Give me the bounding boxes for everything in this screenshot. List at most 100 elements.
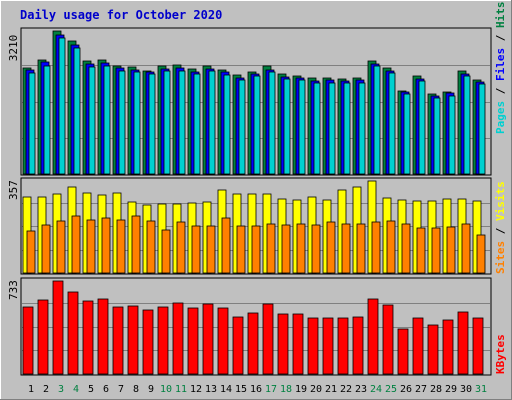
legend-bottom: KBytes — [494, 334, 507, 374]
bar-pages-day-1 — [28, 72, 36, 175]
bar-pages-day-16 — [253, 75, 261, 175]
bar-sites-day-8 — [131, 215, 141, 274]
bar-sites-day-19 — [296, 223, 306, 274]
bar-sites-day-1 — [26, 230, 36, 274]
legend-sites: Sites — [494, 241, 507, 274]
bar-kbytes-day-18 — [277, 313, 289, 375]
bar-pages-day-28 — [433, 97, 441, 175]
bar-pages-day-21 — [328, 82, 336, 175]
bar-kbytes-day-27 — [412, 317, 424, 375]
bar-kbytes-day-17 — [262, 303, 274, 375]
bar-pages-day-11 — [178, 70, 186, 175]
x-tick-label: 23 — [355, 384, 367, 395]
ymax-label-bottom: 733 — [7, 280, 20, 300]
x-tick-label: 4 — [73, 384, 79, 395]
ymax-label-middle: 357 — [7, 180, 20, 200]
x-tick-label: 25 — [385, 384, 397, 395]
bar-pages-day-25 — [388, 72, 396, 175]
bar-kbytes-day-20 — [307, 317, 319, 375]
x-tick-label: 11 — [175, 384, 187, 395]
x-tick-label: 15 — [235, 384, 247, 395]
x-tick-label: 30 — [460, 384, 472, 395]
bar-kbytes-day-11 — [172, 302, 184, 375]
bar-kbytes-day-14 — [217, 307, 229, 375]
legend-top: Pages / Files / Hits — [494, 2, 507, 135]
bar-pages-day-12 — [193, 73, 201, 175]
bar-kbytes-day-28 — [427, 324, 439, 375]
bar-pages-day-6 — [103, 65, 111, 175]
legend-files: Files — [494, 48, 507, 81]
bar-kbytes-day-6 — [97, 298, 109, 375]
bar-pages-day-24 — [373, 65, 381, 175]
bar-kbytes-day-8 — [127, 305, 139, 375]
bar-sites-day-2 — [41, 224, 51, 274]
chart-title: Daily usage for October 2020 — [20, 8, 222, 22]
bar-kbytes-day-31 — [472, 317, 484, 375]
svg-text:Sites / Visits: Sites / Visits — [494, 181, 507, 274]
x-tick-label: 22 — [340, 384, 352, 395]
bar-pages-day-14 — [223, 74, 231, 175]
bar-pages-day-22 — [343, 82, 351, 175]
bar-pages-day-27 — [418, 80, 426, 175]
x-tick-label: 10 — [160, 384, 172, 395]
bar-kbytes-day-29 — [442, 319, 454, 375]
x-tick-label: 16 — [250, 384, 262, 395]
bar-kbytes-day-24 — [367, 298, 379, 375]
legend-kbytes: KBytes — [494, 334, 507, 374]
bar-pages-day-10 — [163, 70, 171, 175]
bar-kbytes-day-7 — [112, 306, 124, 375]
bar-sites-day-20 — [311, 224, 321, 274]
x-tick-label: 7 — [118, 384, 124, 395]
bar-kbytes-day-22 — [337, 317, 349, 375]
bar-pages-day-31 — [478, 83, 486, 175]
bar-kbytes-day-9 — [142, 309, 154, 375]
x-tick-label: 18 — [280, 384, 292, 395]
bar-kbytes-day-15 — [232, 316, 244, 375]
bar-kbytes-day-2 — [37, 299, 49, 375]
legend-visits: Visits — [494, 181, 507, 221]
bar-kbytes-day-12 — [187, 307, 199, 375]
bar-sites-day-29 — [446, 226, 456, 274]
x-tick-label: 3 — [58, 384, 64, 395]
legend-middle: Sites / Visits — [494, 181, 507, 274]
bar-sites-day-11 — [176, 221, 186, 274]
legend-sep-1: / — [494, 81, 507, 101]
x-tick-label: 5 — [88, 384, 94, 395]
x-tick-label: 1 — [28, 384, 34, 395]
bar-kbytes-day-23 — [352, 316, 364, 375]
bar-sites-day-26 — [401, 223, 411, 274]
bar-sites-day-25 — [386, 220, 396, 274]
bar-pages-day-2 — [43, 65, 51, 175]
bar-kbytes-day-26 — [397, 328, 409, 375]
bar-kbytes-day-16 — [247, 312, 259, 375]
legend-hits: Hits — [494, 2, 507, 29]
x-tick-label: 14 — [220, 384, 232, 395]
bar-sites-day-31 — [476, 234, 486, 274]
svg-text:KBytes: KBytes — [494, 334, 507, 374]
bar-sites-day-3 — [56, 220, 66, 274]
bar-pages-day-23 — [358, 82, 366, 175]
bar-sites-day-28 — [431, 227, 441, 274]
bar-kbytes-day-1 — [22, 306, 34, 375]
bar-sites-day-4 — [71, 215, 81, 274]
legend-sep-2: / — [494, 28, 507, 48]
bar-sites-day-12 — [191, 225, 201, 274]
bar-sites-day-24 — [371, 221, 381, 274]
bar-sites-day-17 — [266, 223, 276, 274]
bar-kbytes-day-10 — [157, 306, 169, 375]
bar-pages-day-3 — [58, 37, 66, 175]
bar-sites-day-9 — [146, 220, 156, 274]
bar-sites-day-7 — [116, 219, 126, 274]
legend-pages: Pages — [494, 101, 507, 134]
bar-kbytes-day-3 — [52, 280, 64, 375]
ymax-label-top: 3210 — [7, 35, 20, 62]
bar-sites-day-10 — [161, 229, 171, 274]
bar-pages-day-29 — [448, 95, 456, 175]
bar-sites-day-15 — [236, 225, 246, 274]
x-tick-label: 28 — [430, 384, 442, 395]
bar-pages-day-15 — [238, 79, 246, 175]
bar-sites-day-27 — [416, 227, 426, 274]
bar-sites-day-23 — [356, 223, 366, 274]
bar-sites-day-14 — [221, 217, 231, 274]
